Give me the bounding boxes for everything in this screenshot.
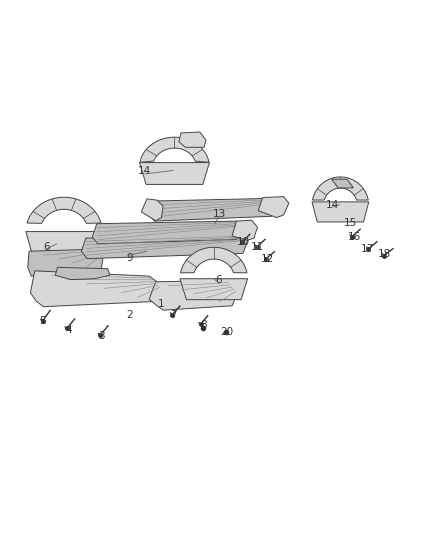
Text: 8: 8 bbox=[201, 320, 207, 330]
Text: 12: 12 bbox=[261, 254, 274, 264]
PathPatch shape bbox=[26, 231, 102, 262]
Text: 14: 14 bbox=[326, 200, 339, 211]
Text: 17: 17 bbox=[361, 244, 374, 254]
Text: 16: 16 bbox=[348, 232, 361, 242]
PathPatch shape bbox=[92, 221, 241, 244]
PathPatch shape bbox=[81, 235, 247, 259]
Text: 10: 10 bbox=[237, 237, 250, 247]
PathPatch shape bbox=[140, 163, 209, 184]
PathPatch shape bbox=[30, 271, 161, 306]
PathPatch shape bbox=[258, 197, 289, 217]
Text: 1: 1 bbox=[158, 298, 165, 309]
PathPatch shape bbox=[180, 279, 247, 300]
PathPatch shape bbox=[28, 249, 103, 276]
Text: 20: 20 bbox=[220, 327, 233, 337]
Polygon shape bbox=[27, 197, 101, 223]
Text: 5: 5 bbox=[39, 316, 46, 326]
PathPatch shape bbox=[141, 199, 163, 221]
PathPatch shape bbox=[312, 202, 369, 222]
Text: 11: 11 bbox=[251, 242, 264, 252]
Text: 15: 15 bbox=[343, 218, 357, 228]
PathPatch shape bbox=[149, 280, 237, 310]
PathPatch shape bbox=[148, 198, 277, 221]
Text: 9: 9 bbox=[126, 253, 133, 263]
PathPatch shape bbox=[179, 132, 206, 147]
Text: 6: 6 bbox=[43, 242, 50, 252]
PathPatch shape bbox=[55, 268, 110, 280]
Text: 7: 7 bbox=[170, 310, 177, 320]
PathPatch shape bbox=[332, 179, 353, 188]
Text: 4: 4 bbox=[65, 325, 72, 335]
Text: 6: 6 bbox=[215, 276, 223, 286]
Text: 14: 14 bbox=[138, 166, 152, 176]
Polygon shape bbox=[140, 137, 209, 162]
Text: 3: 3 bbox=[98, 332, 104, 341]
PathPatch shape bbox=[232, 220, 258, 240]
Text: 13: 13 bbox=[212, 209, 226, 219]
Polygon shape bbox=[180, 247, 247, 273]
Polygon shape bbox=[312, 177, 368, 200]
Text: 18: 18 bbox=[378, 249, 392, 259]
Text: 2: 2 bbox=[126, 310, 133, 319]
